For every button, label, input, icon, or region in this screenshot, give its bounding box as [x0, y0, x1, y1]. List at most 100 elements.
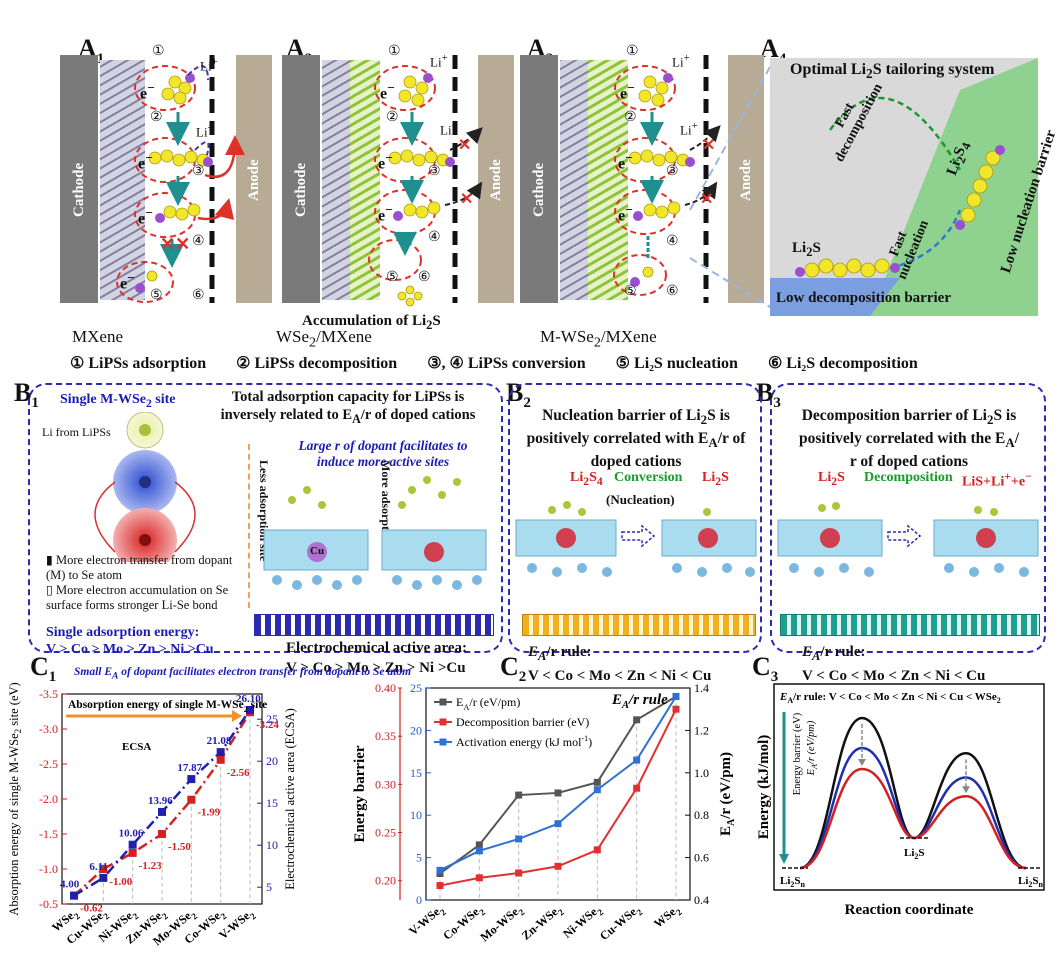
c1-left-tick-label: -1.5 — [39, 827, 58, 841]
c2-left2-tick-label: 20 — [410, 723, 422, 737]
c2-legend-label: EA/r (eV/pm) — [456, 695, 520, 712]
c1-right-tick-label: 20 — [266, 754, 278, 768]
c2-legend-label: Activation energy (kJ mol-1) — [456, 734, 592, 749]
c1-data-label-ecsa: 26.10 — [236, 693, 261, 705]
a2-anode-label: Anode — [488, 159, 504, 201]
b2-rule: EA/r rule: V < Co < Mo < Zn < Ni < Cu — [528, 644, 712, 684]
c2-left-tick-label: 0.40 — [375, 681, 396, 695]
a1-mxene — [100, 60, 145, 300]
c1-point-absorption — [187, 795, 196, 804]
label-c1: C1 — [30, 652, 57, 686]
c3-inner-label-2: EA/r (eV/pm) — [806, 720, 819, 776]
c2-point — [633, 756, 641, 764]
c3-state-label: Li2Sn — [1018, 875, 1044, 889]
b1-ecsa-title: Electrochemical active area: — [286, 640, 468, 656]
c1-data-label-absorption: -0.62 — [80, 903, 103, 915]
a3-cathode-label: Cathode — [531, 162, 547, 218]
c1-right-tick-label: 15 — [266, 796, 278, 810]
svg-text:✕: ✕ — [702, 137, 715, 154]
a4-box — [770, 58, 1038, 316]
label-c2: C2 — [500, 652, 527, 686]
a3-cathode — [520, 55, 558, 303]
b1-box — [28, 383, 503, 653]
a2-anode — [478, 55, 514, 303]
c2-title: EA/r rule — [611, 692, 668, 711]
c3-state-label: Li2Sn — [780, 875, 806, 889]
c1-point-ecsa — [99, 873, 108, 882]
step-legend: ① LiPSs adsorption ② LiPSs decomposition… — [70, 353, 944, 373]
a3-mxene — [560, 60, 590, 300]
a1-cell: ✕✕ — [60, 55, 272, 303]
b3-slab-models — [777, 502, 1039, 577]
c3-title: EA/r rule: V < Co < Mo < Zn < Ni < Cu < … — [779, 691, 1001, 705]
c2-x-tick-label: WSe2 — [651, 901, 684, 933]
a3-anode-label: Anode — [738, 159, 754, 201]
a2-cathode-label: Cathode — [293, 162, 309, 218]
a3-anode — [728, 55, 764, 303]
b1-li-from: Li from LiPSs — [42, 425, 111, 439]
b1-ecsa-order: V > Co > Mo > Zn > Ni >Cu — [286, 660, 466, 676]
b1-single-site: Single M-WSe2 site — [60, 392, 176, 410]
c2-left2-tick-label: 10 — [410, 808, 422, 822]
c1-left-tick-label: -2.5 — [39, 757, 58, 771]
c2-point — [436, 866, 444, 874]
c2-right-tick-label: 0.6 — [694, 851, 709, 865]
b1-cu-atom: Cu — [310, 545, 325, 557]
c1-right-tick-label: 5 — [266, 880, 272, 894]
c2-left-tick-label: 0.30 — [375, 777, 396, 791]
c2-legend-marker — [439, 718, 447, 726]
c1-left-tick-label: -1.0 — [39, 862, 58, 876]
c2-left2-tick-label: 15 — [410, 766, 422, 780]
c1-left-tick-label: -3.5 — [39, 687, 58, 701]
label-b1: B1 — [14, 378, 39, 412]
c1-data-label-absorption: -1.99 — [197, 807, 220, 819]
c2-point — [515, 869, 523, 877]
b2-nucleation: (Nucleation) — [606, 492, 675, 507]
c2-point — [593, 786, 601, 794]
c2-right-tick-label: 1.4 — [694, 681, 709, 695]
c2-right-tick-label: 0.4 — [694, 893, 709, 907]
c2-point — [672, 692, 680, 700]
c2-y-left-title: Energy barrier — [352, 745, 368, 842]
c2-point — [593, 846, 601, 854]
c2-point — [515, 791, 523, 799]
panel-a-schematics: ✕✕ ✕ ✕ — [60, 55, 1038, 316]
legend-item-2: ② LiPSs decomposition — [236, 355, 398, 372]
c2-point — [475, 841, 483, 849]
c1-left-tick-label: -3.0 — [39, 722, 58, 736]
c1-point-absorption — [158, 830, 166, 838]
c1-point-ecsa — [158, 807, 166, 816]
c1-data-label-ecsa: 10.06 — [119, 828, 144, 840]
b1-note-1: ▮ More electron transfer from dopant (M)… — [46, 553, 233, 582]
a3-caption: M-WSe2/MXene — [540, 327, 657, 351]
c2-point — [436, 882, 444, 890]
a2-cathode — [282, 55, 320, 303]
c1-left-tick-label: -0.5 — [39, 897, 58, 911]
c1-left-tick-label: -2.0 — [39, 792, 58, 806]
b3-decomposition: Decomposition — [864, 470, 953, 485]
c1-annotation: Absorption energy of single M-WSe2 site — [68, 699, 267, 714]
c1-point-absorption — [99, 865, 108, 873]
c1-data-label-absorption: -1.50 — [168, 841, 191, 853]
b3-progress-arrow — [780, 614, 1040, 636]
c2-point — [515, 835, 523, 843]
b1-single-order: V > Co > Mo > Zn > Ni >Cu — [46, 642, 214, 657]
c1-small-ea-note: Small EA of dopant facilitates electron … — [74, 666, 412, 682]
a1-anode-label: Anode — [246, 159, 262, 201]
b1-atom-model — [94, 412, 196, 562]
c2-left-tick-label: 0.20 — [375, 874, 396, 888]
c1-data-label-absorption: -1.00 — [109, 876, 132, 888]
a1-site-1 — [134, 65, 196, 111]
c2-x-tick-label: Ni-WSe2 — [560, 901, 605, 943]
a2-cell: ✕ ✕ — [282, 55, 514, 307]
a4-low-decomposition-barrier: Low decomposition barrier — [776, 290, 951, 306]
c2-right-tick-label: 1.0 — [694, 766, 709, 780]
chart-c3: EA/r rule: V < Co < Mo < Zn < Ni < Cu < … — [756, 683, 1045, 918]
c2-point — [633, 784, 641, 792]
c1-y-left-title: Absorption energy of single M-WSe2 site … — [7, 682, 23, 915]
c2-point — [633, 716, 641, 724]
c3-curve-high — [799, 716, 1027, 870]
label-c3: C3 — [752, 652, 779, 686]
b2-reactant: Li2S4 — [570, 470, 603, 488]
c2-y-right-title: EA/r (eV/pm) — [718, 752, 737, 836]
